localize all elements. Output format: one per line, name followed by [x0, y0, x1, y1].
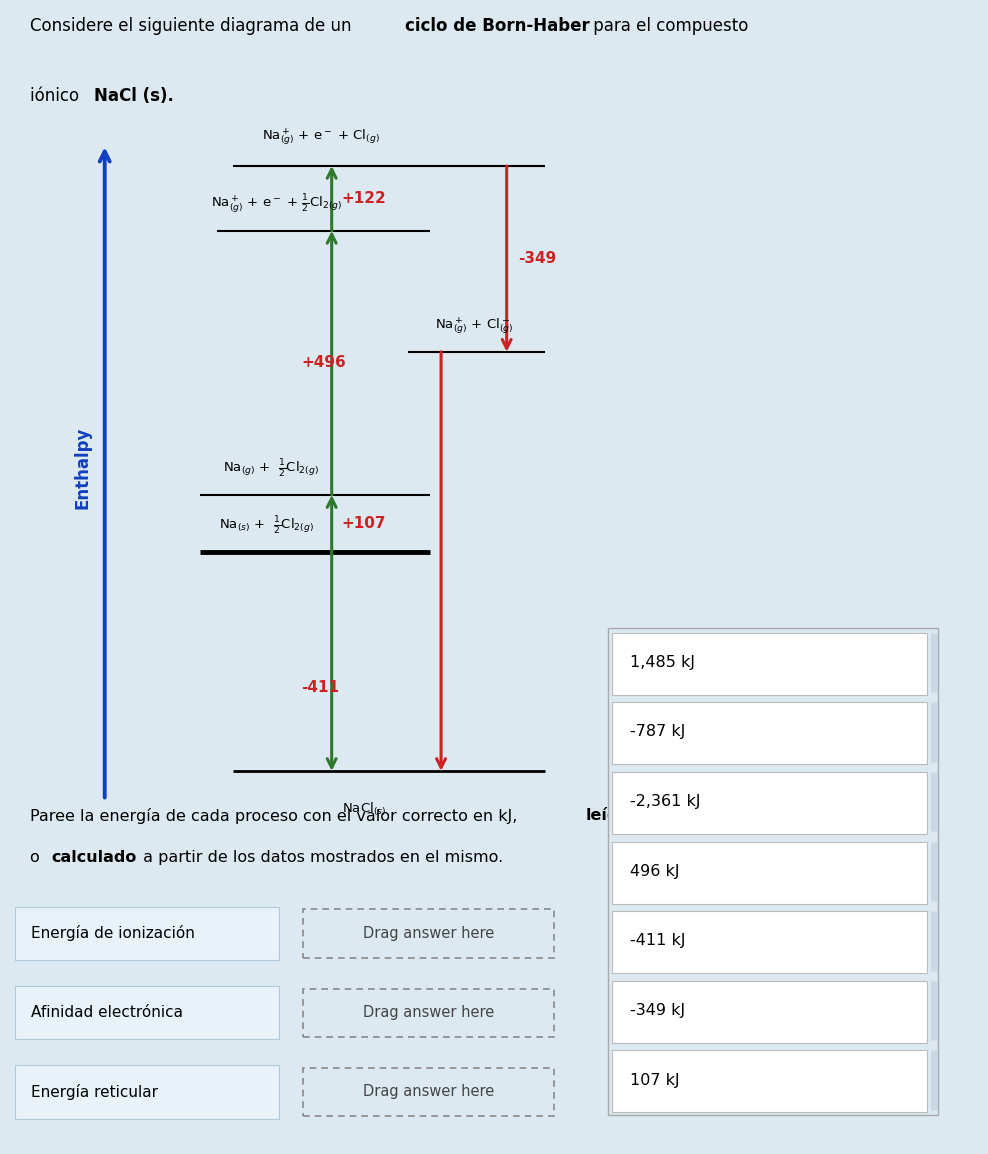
Text: -349: -349 [518, 252, 556, 267]
FancyBboxPatch shape [612, 632, 927, 695]
Text: a partir de los datos mostrados en el mismo.: a partir de los datos mostrados en el mi… [138, 850, 504, 866]
Text: 496 kJ: 496 kJ [630, 864, 680, 878]
Text: iónico: iónico [30, 87, 84, 105]
FancyBboxPatch shape [612, 703, 927, 764]
Text: NaCl$_{(s)}$: NaCl$_{(s)}$ [343, 800, 386, 818]
Text: Drag answer here: Drag answer here [364, 926, 494, 941]
FancyBboxPatch shape [15, 1065, 279, 1118]
Text: -787 kJ: -787 kJ [630, 725, 686, 740]
Text: Na$_{(g)}$ +  $\frac{1}{2}$Cl$_{2(g)}$: Na$_{(g)}$ + $\frac{1}{2}$Cl$_{2(g)}$ [223, 458, 319, 480]
FancyBboxPatch shape [608, 628, 939, 1115]
FancyBboxPatch shape [303, 989, 554, 1036]
FancyBboxPatch shape [303, 1067, 554, 1116]
FancyBboxPatch shape [612, 772, 927, 834]
Text: Paree la energía de cada proceso con el valor correcto en kJ,: Paree la energía de cada proceso con el … [30, 808, 522, 824]
Text: ciclo de Born-Haber: ciclo de Born-Haber [405, 17, 590, 36]
FancyBboxPatch shape [612, 841, 927, 904]
Text: Na$^+_{(g)}$ + e$^-$ + $\frac{1}{2}$Cl$_{2(g)}$: Na$^+_{(g)}$ + e$^-$ + $\frac{1}{2}$Cl$_… [211, 193, 343, 215]
FancyBboxPatch shape [612, 1050, 927, 1112]
Text: +496: +496 [301, 355, 347, 370]
Text: -349 kJ: -349 kJ [630, 1003, 686, 1018]
FancyBboxPatch shape [15, 986, 279, 1040]
Text: Considere el siguiente diagrama de un: Considere el siguiente diagrama de un [30, 17, 357, 36]
Text: NaCl (s).: NaCl (s). [94, 87, 174, 105]
Text: +122: +122 [342, 190, 386, 205]
Text: leído: leído [586, 808, 630, 823]
FancyBboxPatch shape [15, 907, 279, 960]
Text: Drag answer here: Drag answer here [364, 1005, 494, 1020]
Text: -411: -411 [301, 680, 340, 695]
Text: +107: +107 [342, 516, 386, 531]
Text: del diagrama: del diagrama [633, 808, 745, 823]
Text: calculado: calculado [51, 850, 136, 866]
Text: Drag answer here: Drag answer here [364, 1085, 494, 1100]
Text: Na$_{(s)}$ +  $\frac{1}{2}$Cl$_{2(g)}$: Na$_{(s)}$ + $\frac{1}{2}$Cl$_{2(g)}$ [218, 515, 313, 537]
Text: -2,361 kJ: -2,361 kJ [630, 794, 700, 809]
Text: o: o [30, 850, 44, 866]
FancyBboxPatch shape [612, 912, 927, 973]
FancyBboxPatch shape [612, 981, 927, 1043]
Text: 1,485 kJ: 1,485 kJ [630, 654, 696, 669]
Text: 107 kJ: 107 kJ [630, 1073, 680, 1088]
Text: Na$^+_{(g)}$ + Cl$^-_{(g)}$: Na$^+_{(g)}$ + Cl$^-_{(g)}$ [435, 315, 513, 336]
Text: Afinidad electrónica: Afinidad electrónica [31, 1005, 183, 1020]
Text: Energía de ionización: Energía de ionización [31, 926, 195, 942]
Text: Na$^+_{(g)}$ + e$^-$ + Cl$_{(g)}$: Na$^+_{(g)}$ + e$^-$ + Cl$_{(g)}$ [262, 126, 379, 148]
Text: Energía reticular: Energía reticular [31, 1084, 158, 1100]
Text: para el compuesto: para el compuesto [588, 17, 748, 36]
Text: -411 kJ: -411 kJ [630, 934, 686, 949]
Text: Enthalpy: Enthalpy [74, 426, 92, 509]
FancyBboxPatch shape [303, 909, 554, 958]
